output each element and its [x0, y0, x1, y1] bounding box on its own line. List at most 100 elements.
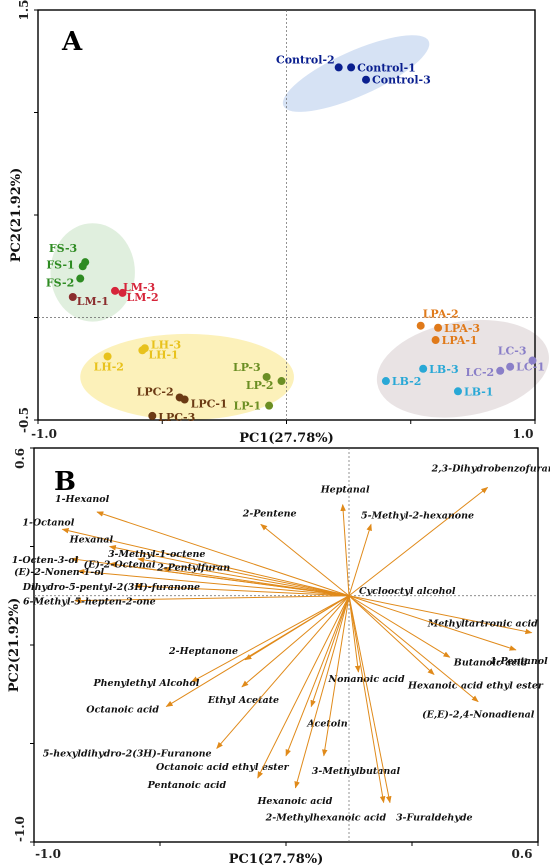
point-label-lm-1: LM-1: [77, 295, 109, 308]
point-label-lm-3: LM-3: [123, 281, 155, 294]
point-lp-3: [262, 372, 271, 381]
loading-label-2-pentylfuran: 2-Pentylfuran: [156, 563, 230, 574]
loading-arrow-1-octanol: [61, 527, 350, 597]
point-lc-1: [506, 362, 515, 371]
point-lp-1: [265, 401, 274, 410]
loading-arrow-pentanoic-acid: [257, 595, 350, 779]
loading-label-e-2-octenal: (E)-2-Octenal: [84, 560, 156, 571]
point-label-lb-2: LB-2: [392, 375, 421, 388]
loading-label-phenylethyl-alcohol: Phenylethyl Alcohol: [93, 678, 200, 689]
point-label-lc-1: LC-1: [516, 361, 545, 374]
loading-arrow-phenylethyl-alcohol: [190, 595, 350, 683]
panel-label: A: [61, 27, 83, 57]
group-ellipse-1: [282, 35, 430, 112]
x-axis-label: PC1(27.78%): [229, 852, 324, 867]
point-lm-1: [68, 293, 77, 301]
loading-label-octanoic-acid: Octanoic acid: [86, 705, 159, 716]
loading-label-1-octen-3-ol: 1-Octen-3-ol: [12, 555, 79, 566]
loading-label-e-2-nonen-1-ol: (E)-2-Nonen-1-ol: [14, 567, 104, 578]
loading-arrow-6-methyl-5-hepten-2-one: [74, 595, 350, 604]
loading-arrow-hexanal: [108, 545, 350, 597]
loading-label-3-methyl-1-octene: 3-Methyl-1-octene: [108, 549, 206, 560]
point-lpc-3: [148, 411, 157, 420]
point-label-lpc-3: LPC-3: [158, 411, 195, 424]
x-axis-label: PC1(27.78%): [239, 431, 334, 446]
loading-arrow-5-hexyldihydro-2-3h-furanone: [216, 595, 350, 749]
loading-label-5-hexyldihydro-2-3h-furanone: 5-hexyldihydro-2(3H)-Furanone: [43, 748, 212, 759]
loading-label-5-methyl-2-hexanone: 5-Methyl-2-hexanone: [361, 510, 474, 521]
point-label-lpa-1: LPA-1: [442, 334, 478, 347]
loading-arrow-e-2-nonen-1-ol: [77, 568, 350, 597]
group-ellipse-3: [80, 333, 294, 421]
group-ellipse-4: [376, 319, 549, 418]
y-tick-label: -0.5: [17, 407, 31, 433]
point-lc-3: [528, 356, 537, 365]
x-tick-label: 1.0: [513, 427, 534, 441]
loading-arrow-1-hexanol: [96, 511, 350, 597]
loading-label-hexanoic-acid-ethyl-ester: Hexanoic acid ethyl ester: [407, 681, 544, 692]
point-lpa-2: [416, 321, 425, 330]
point-lh-2: [103, 352, 112, 361]
loading-label-6-methyl-5-hepten-2-one: 6-Methyl-5-hepten-2-one: [23, 597, 156, 608]
point-control-2: [334, 63, 343, 72]
loading-label-hexanoic-acid: Hexanoic acid: [256, 796, 332, 807]
y-tick-label: 0.6: [13, 448, 27, 469]
loading-label-2-3-dihydrobenzofuran: 2,3-Dihydrobenzofuran: [431, 463, 550, 474]
loading-arrow-2-pentene: [260, 523, 350, 597]
loading-arrow-octanoic-acid-ethyl-ester: [285, 595, 350, 757]
loading-arrow-3-furaldehyde: [348, 595, 392, 804]
point-control-3: [362, 75, 371, 84]
loading-arrow-ethyl-acetate: [241, 595, 350, 688]
loading-label-ethyl-acetate: Ethyl Acetate: [207, 695, 279, 706]
loading-label-2-heptanone: 2-Heptanone: [168, 646, 238, 657]
loading-label-nonanoic-acid: Nonanoic acid: [327, 674, 405, 685]
point-label-lb-1: LB-1: [464, 385, 493, 398]
point-lb-2: [381, 377, 390, 386]
point-label-lpa-2: LPA-2: [423, 308, 459, 321]
loading-arrow-octanoic-acid: [165, 595, 350, 707]
panel-label: B: [54, 467, 76, 497]
point-label-fs-1: FS-1: [46, 258, 74, 271]
point-lm-2: [118, 288, 127, 297]
y-tick-label: -1.0: [13, 816, 27, 842]
loading-label-1-octanol: 1-Octanol: [22, 517, 74, 528]
loading-label-dihydro-5-pentyl-2-3h-furanone: Dihydro-5-pentyl-2(3H)-furanone: [22, 582, 200, 593]
loading-label-1-pentanol: 1-Pentanol: [490, 656, 548, 667]
point-label-control-2: Control-2: [276, 53, 335, 66]
point-lpa-3: [434, 323, 443, 332]
point-lp-2: [277, 377, 286, 386]
loading-label-acetoin: Acetoin: [306, 719, 348, 730]
point-lc-2: [496, 366, 505, 375]
loading-label-3-furaldehyde: 3-Furaldehyde: [396, 813, 473, 824]
loading-arrow-2-pentylfuran: [162, 566, 350, 597]
point-fs-2: [76, 274, 85, 283]
panel-a: 1.5 -0.5-1.0 1.0 PC1(27.78%) PC2(21.92%) A Con…: [9, 0, 549, 446]
loading-arrow-3-methyl-1-octene: [137, 557, 350, 597]
point-lm-3: [111, 286, 120, 295]
point-label-lc-3: LC-3: [498, 345, 527, 358]
point-label-lp-1: LP-1: [233, 400, 261, 413]
origin-label: Cyclooctyl alcohol: [359, 586, 456, 597]
loading-label-2-methylhexanoic-acid: 2-Methylhexanoic acid: [265, 813, 387, 824]
point-label-lp-3: LP-3: [233, 361, 261, 374]
loading-arrow-hexanoic-acid: [294, 595, 350, 789]
loading-label-2-pentene: 2-Pentene: [242, 508, 297, 519]
loading-label-butanoic-acid: Butanoic acid: [453, 657, 528, 668]
point-label-lpc-2: LPC-2: [137, 385, 174, 398]
loading-label-octanoic-acid-ethyl-ester: Octanoic acid ethyl ester: [156, 762, 290, 773]
point-lpc-2: [175, 393, 184, 402]
point-fs-3: [81, 258, 90, 267]
point-label-lh-1: LH-1: [148, 348, 178, 361]
loading-arrow-2-3-dihydrobenzofuran: [348, 486, 489, 597]
point-control-1: [347, 63, 356, 72]
point-label-lh-2: LH-2: [94, 360, 124, 373]
loading-arrow-methyltartronic-acid: [348, 595, 533, 635]
point-label-control-3: Control-3: [372, 74, 431, 87]
loading-label-heptanal: Heptanal: [320, 485, 370, 496]
loading-arrow-1-pentanol: [348, 595, 517, 651]
point-label-lm-2: LM-2: [126, 291, 158, 304]
loading-label-hexanal: Hexanal: [69, 535, 114, 546]
point-label-lh-3: LH-3: [151, 338, 181, 351]
loading-arrow-butanoic-acid: [348, 595, 451, 658]
